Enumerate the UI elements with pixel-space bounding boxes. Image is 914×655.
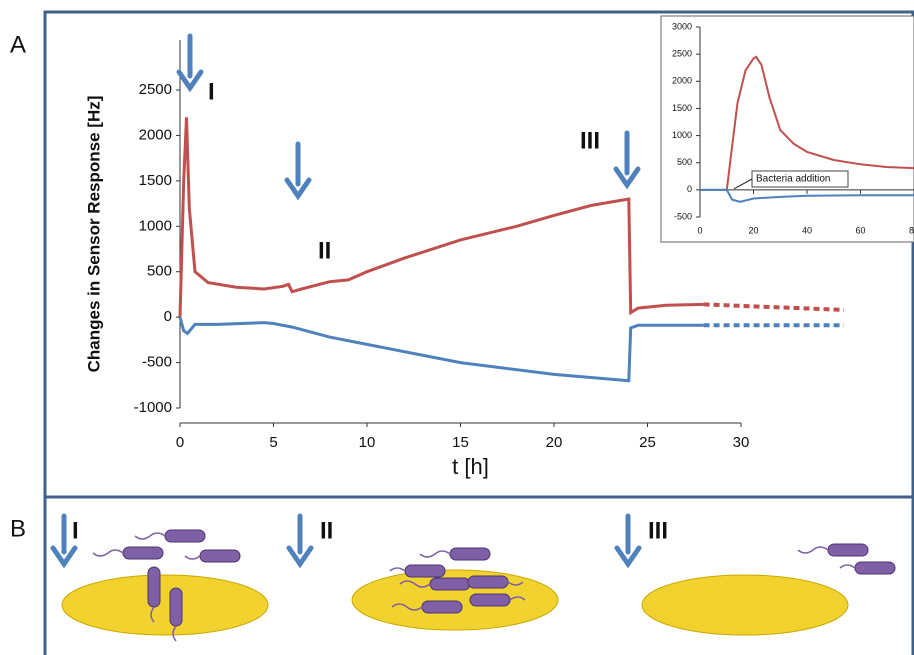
x-tick-label: 5 — [269, 434, 277, 451]
y-tick-label: 0 — [164, 308, 172, 325]
x-tick-label: 40 — [802, 225, 812, 235]
y-tick-label: 500 — [147, 263, 172, 280]
annotation: Bacteria addition — [756, 174, 831, 185]
x-axis-label: t [h] — [452, 454, 489, 479]
arrow — [616, 133, 638, 185]
y-tick-label: 0 — [687, 184, 692, 194]
y-tick-label: 2500 — [139, 81, 172, 98]
y-tick-label: 1500 — [672, 103, 692, 113]
y-tick-label: 1500 — [139, 172, 172, 189]
y-tick-label: -1000 — [134, 399, 172, 416]
x-tick-label: 0 — [176, 434, 184, 451]
x-tick-label: 25 — [639, 434, 656, 451]
step-label: II — [320, 517, 333, 544]
arrow — [179, 36, 201, 88]
annotation: III — [580, 127, 600, 154]
y-tick-label: 2000 — [672, 76, 692, 86]
x-tick-label: 10 — [359, 434, 376, 451]
y-axis-label: Changes in Sensor Response [Hz] — [84, 96, 103, 373]
arrow — [287, 144, 309, 196]
y-tick-label: 1000 — [139, 217, 172, 234]
panel-label: A — [10, 31, 26, 58]
series-line — [704, 304, 844, 310]
annotation: II — [318, 237, 331, 264]
x-tick-label: 15 — [452, 434, 469, 451]
x-tick-label: 20 — [748, 225, 758, 235]
inset-frame — [661, 16, 914, 242]
y-tick-label: -500 — [142, 354, 172, 371]
y-tick-label: 3000 — [672, 21, 692, 31]
step-label: I — [72, 517, 79, 544]
y-tick-label: 2000 — [139, 126, 172, 143]
y-tick-label: 2500 — [672, 49, 692, 59]
arrow — [617, 516, 639, 564]
panel-label: B — [10, 515, 26, 542]
y-tick-label: -500 — [674, 211, 692, 221]
annotation: I — [208, 78, 215, 105]
panel-b-illustration — [62, 530, 895, 641]
y-tick-label: 1000 — [672, 130, 692, 140]
x-tick-label: 30 — [733, 434, 750, 451]
step-label: III — [648, 517, 668, 544]
x-tick-label: 80 — [909, 225, 914, 235]
x-tick-label: 20 — [546, 434, 563, 451]
arrow — [289, 516, 311, 564]
x-tick-label: 60 — [855, 225, 865, 235]
figure: A B -1000-500050010001500200025000510152… — [0, 0, 914, 655]
y-tick-label: 500 — [677, 157, 692, 167]
series-line — [180, 317, 704, 381]
x-tick-label: 0 — [697, 225, 702, 235]
